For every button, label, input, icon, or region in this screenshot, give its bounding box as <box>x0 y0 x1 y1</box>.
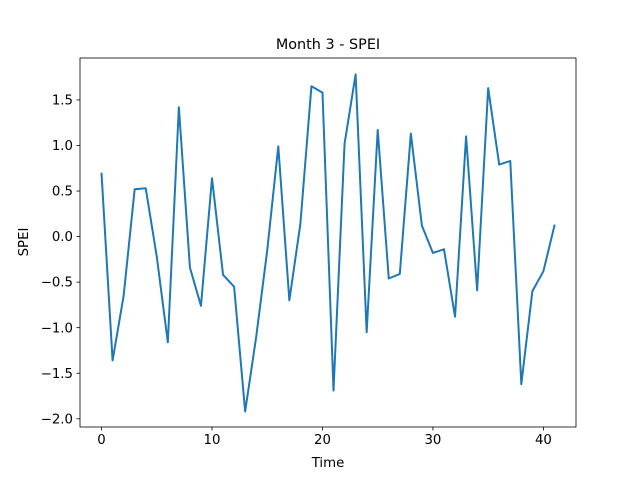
y-axis-ticks: −2.0 −1.5 −1.0 −0.5 0.0 0.5 1.0 1.5 <box>41 94 80 427</box>
y-tick-label: −0.5 <box>41 276 73 291</box>
chart-title: Month 3 - SPEI <box>276 37 380 53</box>
x-tick-label: 20 <box>314 433 331 448</box>
series-line <box>100 73 556 413</box>
y-tick-label: −1.0 <box>41 321 73 336</box>
x-tick-label: 40 <box>535 433 552 448</box>
x-tick-label: 0 <box>97 433 105 448</box>
x-axis-ticks: 0 10 20 30 40 <box>97 427 552 448</box>
series-layer <box>100 73 556 413</box>
x-tick-label: 30 <box>424 433 441 448</box>
y-tick-label: 0.5 <box>52 185 73 200</box>
y-axis-label: SPEI <box>17 228 32 257</box>
y-tick-label: −1.5 <box>41 367 73 382</box>
x-axis-label: Time <box>311 456 345 471</box>
y-tick-label: 1.0 <box>52 139 73 154</box>
x-tick-label: 10 <box>204 433 221 448</box>
y-tick-label: −2.0 <box>41 412 73 427</box>
y-tick-label: 0.0 <box>52 230 73 245</box>
plot-frame <box>79 57 577 428</box>
y-tick-label: 1.5 <box>52 94 73 109</box>
